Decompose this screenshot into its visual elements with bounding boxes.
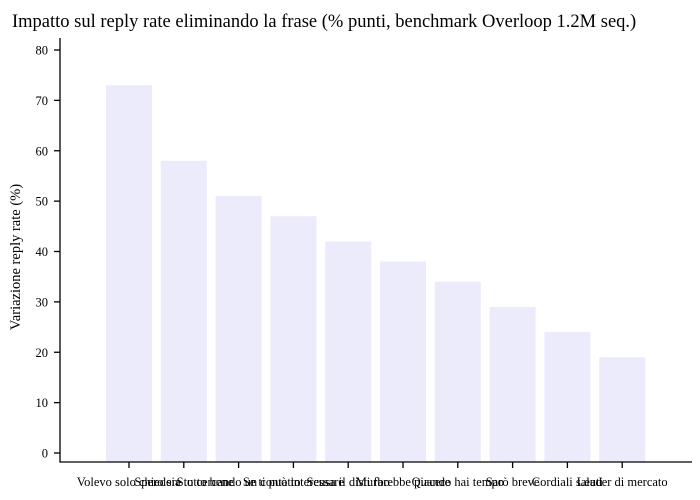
x-tick-label: Leader di mercato (577, 475, 668, 489)
bar (215, 196, 262, 462)
bar (160, 160, 207, 462)
y-tick-label: 60 (36, 144, 49, 158)
y-tick-label: 40 (36, 245, 49, 259)
bar (434, 281, 481, 462)
bar (599, 357, 646, 462)
y-tick-label: 50 (36, 195, 49, 209)
bar (380, 261, 426, 462)
y-axis: 0 10 20 30 40 50 60 70 80 (36, 44, 60, 461)
x-tick-label: Sto cercando un contatto (177, 475, 301, 489)
bar (106, 85, 152, 462)
bar (325, 241, 372, 462)
x-tick-label: Mi farebbe piacere (356, 475, 451, 489)
x-tick-label: Se ti può interessare (243, 475, 344, 489)
x-tick-label: Scusa il disturbo (307, 475, 390, 489)
x-tick-label: Cordiali saluti (532, 475, 604, 489)
x-tick-label: Spero sia tutto bene (134, 475, 233, 489)
x-tick-label: Sarò breve (486, 475, 540, 489)
y-tick-label: 10 (36, 396, 49, 410)
y-tick-label: 80 (36, 44, 49, 58)
y-axis-label: Variazione reply rate (%) (8, 184, 24, 330)
chart-title: Impatto sul reply rate eliminando la fra… (12, 12, 636, 32)
bars-group (106, 85, 646, 462)
y-tick-label: 20 (36, 346, 49, 360)
bar (544, 332, 591, 462)
y-tick-label: 30 (36, 295, 49, 309)
bar (270, 216, 317, 462)
y-tick-label: 0 (42, 447, 48, 461)
x-tick-label: Volevo solo chiedere (77, 475, 182, 489)
axes-lines (59, 38, 692, 463)
y-tick-label: 70 (36, 94, 49, 108)
bar (489, 306, 536, 462)
x-tick-label: Quando hai tempo (412, 475, 504, 489)
